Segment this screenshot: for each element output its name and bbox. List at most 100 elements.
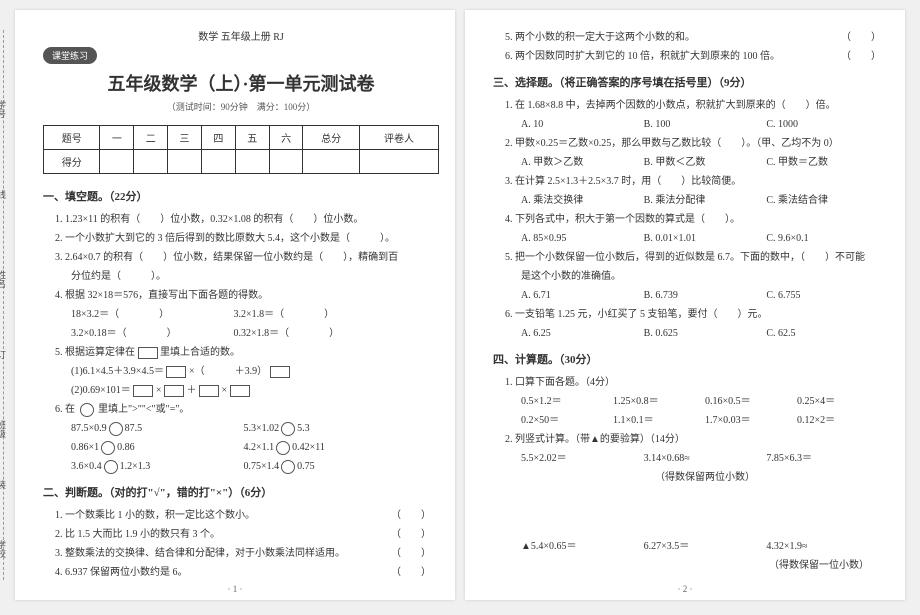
- txt: 5.3×1.02: [244, 423, 280, 434]
- side-ding: 订: [0, 350, 8, 359]
- txt: 3.6×0.4: [71, 461, 102, 472]
- q2-3: 3. 整数乘法的交换律、结合律和分配律，对于小数乘法同样适用。 （ ）: [55, 544, 439, 563]
- th: 三: [168, 126, 202, 150]
- paren: （ ）: [841, 28, 881, 47]
- page-right: 5. 两个小数的积一定大于这两个小数的和。 （ ） 6. 两个因数同时扩大到它的 …: [465, 10, 905, 600]
- score-table: 题号 一 二 三 四 五 六 总分 评卷人 得分: [43, 125, 439, 174]
- calc: 6.27×3.5＝: [644, 537, 767, 556]
- q1-6-cell: 87.5×0.987.5: [71, 419, 241, 438]
- opt: B. 0.625: [644, 324, 767, 343]
- th: 五: [235, 126, 269, 150]
- q2-4: 4. 6.937 保留两位小数约是 6。（ ）: [55, 563, 439, 582]
- q1-6-cell: 0.86×1 0.86: [71, 438, 241, 457]
- side-xuehao: 学号: [0, 100, 8, 118]
- txt: 0.86: [117, 442, 135, 453]
- txt: 5. 两个小数的积一定大于这两个小数的和。: [505, 32, 695, 43]
- paren: （ ）: [391, 544, 431, 563]
- side-xingming: 姓名: [0, 270, 8, 288]
- q4-2-row2: ▲5.4×0.65＝ 6.27×3.5＝ 4.32×1.9≈: [521, 537, 889, 556]
- th: 一: [100, 126, 134, 150]
- page-left: 学号 线 姓名 订 班级 装 学校 数学 五年级上册 RJ 课堂练习 五年级数学…: [15, 10, 455, 600]
- q1-5a-pre: (1)6.1×4.5＋3.9×4.5＝: [71, 366, 164, 377]
- blank-box: [166, 366, 186, 378]
- q1-5-post: 里填上合适的数。: [160, 347, 240, 358]
- txt: 1.2×1.3: [120, 461, 151, 472]
- header-top: 数学 五年级上册 RJ: [43, 28, 439, 43]
- q1-4row2: 3.2×0.18＝（ ） 0.32×1.8＝（ ）: [71, 324, 439, 343]
- calc: ▲5.4×0.65＝: [521, 537, 644, 556]
- th: 总分: [303, 126, 359, 150]
- blank-circle: [281, 460, 295, 474]
- q1-6-pre: 6. 在: [55, 404, 75, 415]
- td: [134, 150, 168, 174]
- th: 四: [201, 126, 235, 150]
- q1-5a: (1)6.1×4.5＋3.9×4.5＝ ×（ ＋3.9）: [71, 362, 439, 381]
- q1-4d: 0.32×1.8＝（ ）: [234, 328, 340, 339]
- opt: B. 6.739: [644, 286, 767, 305]
- q3-2-opts: A. 甲数＞乙数 B. 甲数＜乙数 C. 甲数＝乙数: [521, 153, 889, 172]
- q4-2-row1: 5.5×2.02＝ 3.14×0.68≈ 7.85×6.3＝: [521, 449, 889, 468]
- q3-1-opts: A. 10 B. 100 C. 1000: [521, 115, 889, 134]
- td: 得分: [44, 150, 100, 174]
- subtitle: （测试时间：90分钟 满分：100分）: [43, 100, 439, 113]
- q1-5b: (2)0.69×101＝ × ＋ ×: [71, 381, 439, 400]
- q3-3: 3. 在计算 2.5×1.3＋2.5×3.7 时，用（ ）比较简便。: [505, 172, 889, 191]
- calc: 1.7×0.03＝: [705, 411, 797, 430]
- paren: （ ）: [391, 563, 431, 582]
- q4-2-note2: （得数保留一位小数）: [521, 556, 889, 575]
- calc: 5.5×2.02＝: [521, 449, 644, 468]
- th: 题号: [44, 126, 100, 150]
- opt: B. 100: [644, 115, 767, 134]
- note: （得数保留两位小数）: [655, 472, 755, 483]
- txt: 0.75×1.4: [244, 461, 280, 472]
- q3-6-opts: A. 6.25 B. 0.625 C. 62.5: [521, 324, 889, 343]
- txt: 1. 一个数乘比 1 小的数，积一定比这个数小。: [55, 510, 255, 521]
- blank-box: [230, 385, 250, 397]
- txt: 4.2×1.1: [244, 442, 275, 453]
- txt: 87.5×0.9: [71, 423, 107, 434]
- td: [201, 150, 235, 174]
- blank-circle: [109, 422, 123, 436]
- side-xian: 线: [0, 190, 8, 199]
- opt: C. 1000: [766, 115, 889, 134]
- txt: 0.86×1: [71, 442, 99, 453]
- txt: 0.75: [297, 461, 315, 472]
- q1-5b-pre: (2)0.69×101＝: [71, 385, 131, 396]
- q3-5-opts: A. 6.71 B. 6.739 C. 6.755: [521, 286, 889, 305]
- spacer: [493, 487, 889, 537]
- opt: C. 62.5: [766, 324, 889, 343]
- blank-box: [164, 385, 184, 397]
- main-title: 五年级数学（上）·第一单元测试卷: [43, 70, 439, 96]
- opt: A. 10: [521, 115, 644, 134]
- q1-6: 6. 在 里填上">""<"或"="。: [55, 400, 439, 419]
- q1-5-pre: 5. 根据运算定律在: [55, 347, 135, 358]
- txt: 5.3: [297, 423, 310, 434]
- q4-1-row1: 0.5×1.2＝ 1.25×0.8＝ 0.16×0.5＝ 0.25×4＝: [521, 392, 889, 411]
- side-xuexiao: 学校: [0, 540, 8, 558]
- q1-6-post: 里填上">""<"或"="。: [98, 404, 189, 415]
- q3-5b: 是这个小数的准确值。: [521, 267, 889, 286]
- q1-4row1: 18×3.2＝（ ） 3.2×1.8＝（ ）: [71, 305, 439, 324]
- q1-2: 2. 一个小数扩大到它的 3 倍后得到的数比原数大 5.4，这个小数是（ ）。: [55, 229, 439, 248]
- q1-4a: 18×3.2＝（ ）: [71, 305, 231, 324]
- opt: A. 乘法交换律: [521, 191, 644, 210]
- opt: A. 85×0.95: [521, 229, 644, 248]
- txt: 3. 整数乘法的交换律、结合律和分配律，对于小数乘法同样适用。: [55, 548, 345, 559]
- q4-1: 1. 口算下面各题。（4分）: [505, 373, 889, 392]
- q3-1: 1. 在 1.68×8.8 中，去掉两个因数的小数点，积就扩大到原来的（ ）倍。: [505, 96, 889, 115]
- opt: B. 0.01×1.01: [644, 229, 767, 248]
- side-banji: 班级: [0, 420, 8, 438]
- q1-6-cell: 0.75×1.4 0.75: [244, 461, 315, 472]
- q3-3-opts: A. 乘法交换律 B. 乘法分配律 C. 乘法结合律: [521, 191, 889, 210]
- q1-5b-post: ×: [221, 385, 227, 396]
- opt: B. 甲数＜乙数: [644, 153, 767, 172]
- txt: 6. 两个因数同时扩大到它的 10 倍，积就扩大到原来的 100 倍。: [505, 51, 780, 62]
- side-labels: 学号 线 姓名 订 班级 装 学校: [0, 10, 15, 600]
- q1-5: 5. 根据运算定律在 里填上合适的数。: [55, 343, 439, 362]
- blank-box: [199, 385, 219, 397]
- page-number: · 1 ·: [228, 584, 243, 594]
- calc: 0.16×0.5＝: [705, 392, 797, 411]
- q4-2-note: （得数保留两位小数）: [521, 468, 889, 487]
- q2-6: 6. 两个因数同时扩大到它的 10 倍，积就扩大到原来的 100 倍。（ ）: [505, 47, 889, 66]
- q1-6row3: 3.6×0.4 1.2×1.3 0.75×1.4 0.75: [71, 457, 439, 476]
